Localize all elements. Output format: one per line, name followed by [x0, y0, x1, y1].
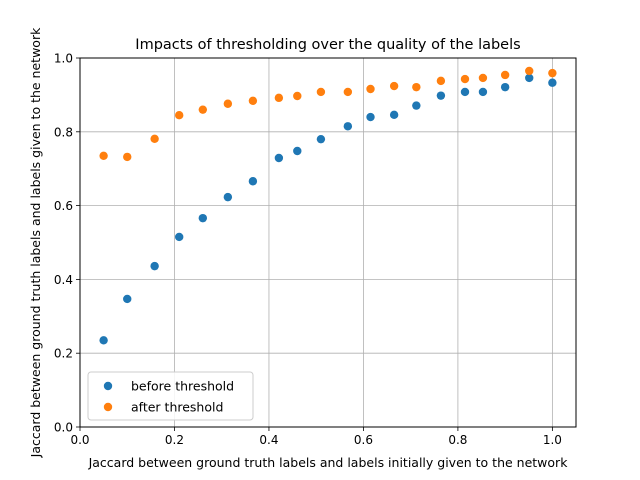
axis-ticks: 0.0 0.2 0.4 0.6 0.8 1.0 0.0 0.2 0.4 0.6 0.8 1.0 — [54, 52, 562, 448]
y-tick-label: 1.0 — [54, 52, 73, 66]
data-point — [478, 87, 488, 97]
data-point — [316, 87, 326, 97]
x-tick-label: 0.4 — [259, 433, 278, 447]
data-point — [389, 110, 399, 120]
data-point — [343, 87, 353, 97]
data-point — [175, 232, 184, 242]
data-point — [389, 81, 399, 91]
data-point — [548, 78, 557, 87]
series-after-threshold — [99, 66, 557, 162]
data-point — [175, 110, 184, 120]
data-point — [500, 82, 510, 92]
series-before-threshold — [99, 73, 557, 345]
grid-lines — [79, 57, 576, 428]
data-point — [150, 134, 159, 144]
data-point — [525, 66, 534, 76]
data-point — [412, 101, 421, 110]
data-point — [274, 93, 284, 103]
data-point — [525, 73, 534, 83]
data-point — [548, 68, 557, 78]
chart-title: Impacts of thresholding over the quality… — [135, 37, 520, 53]
x-tick-label: 1.0 — [543, 433, 562, 447]
data-point — [198, 213, 208, 223]
legend-label: after threshold — [131, 400, 223, 415]
data-point — [366, 112, 375, 122]
x-tick-label: 0.2 — [165, 433, 184, 447]
data-point — [366, 84, 375, 94]
y-tick-label: 0.2 — [54, 347, 73, 361]
data-points — [99, 66, 557, 345]
data-point — [460, 87, 470, 97]
data-point — [500, 70, 510, 80]
data-point — [293, 146, 302, 156]
data-point — [274, 153, 284, 163]
y-axis-label: Jaccard between ground truth labels and … — [28, 27, 43, 458]
y-tick-label: 0.4 — [54, 273, 73, 287]
data-point — [293, 91, 302, 101]
data-point — [436, 76, 446, 86]
y-tick-label: 0.8 — [54, 125, 73, 139]
data-point — [123, 152, 132, 162]
x-tick-label: 0.8 — [448, 433, 467, 447]
x-tick-label: 0.6 — [354, 433, 373, 447]
data-point — [478, 73, 488, 83]
data-point — [460, 74, 470, 84]
data-point — [150, 261, 159, 271]
data-point — [123, 294, 132, 304]
legend-marker — [103, 402, 113, 412]
data-point — [99, 151, 108, 160]
plot-frame — [79, 57, 577, 428]
legend-label: before threshold — [131, 379, 234, 394]
data-point — [248, 177, 258, 186]
legend-marker — [103, 381, 113, 391]
legend-box — [87, 371, 254, 421]
x-tick-label: 0.0 — [70, 433, 89, 447]
data-point — [223, 99, 233, 108]
data-point — [343, 122, 353, 131]
y-tick-label: 0.0 — [54, 421, 73, 435]
y-tick-label: 0.6 — [54, 199, 73, 213]
data-point — [412, 82, 421, 92]
data-point — [248, 96, 258, 106]
data-point — [316, 134, 326, 144]
data-point — [436, 91, 446, 100]
data-point — [223, 192, 233, 202]
data-point — [99, 336, 108, 345]
x-axis-label: Jaccard between ground truth labels and … — [88, 455, 569, 470]
legend: before threshold after threshold — [87, 371, 254, 421]
data-point — [198, 105, 208, 114]
